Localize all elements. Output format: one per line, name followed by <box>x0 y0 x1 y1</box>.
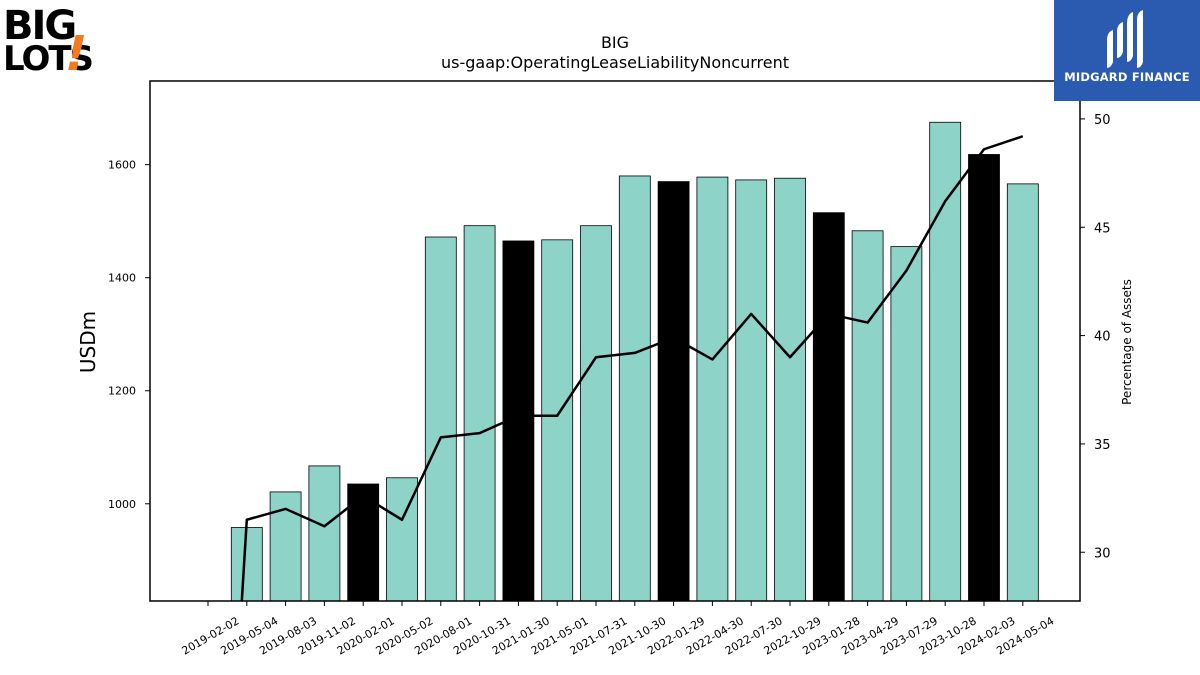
bar-series <box>230 121 1039 602</box>
bar-2023-04-29 <box>851 230 884 602</box>
y2-tick-label: 40 <box>1094 330 1111 345</box>
bar-2022-04-30 <box>696 176 729 602</box>
midgard-monogram-icon <box>1107 10 1143 68</box>
y-tick-label: 1600 <box>108 159 136 172</box>
bar-2023-07-29 <box>890 246 923 602</box>
line-series <box>240 135 1024 602</box>
y-axis-label: USDm <box>76 311 100 373</box>
midgard-finance-logo: MIDGARD FINANCE <box>1054 0 1200 101</box>
midgard-finance-wordmark: MIDGARD FINANCE <box>1064 70 1190 84</box>
bar-2023-10-28 <box>929 121 962 602</box>
y2-axis-label: Percentage of Assets <box>1120 279 1134 405</box>
y2-axis-ticks: 30 35 40 45 50 <box>1080 113 1111 561</box>
x-axis-ticks: 2019-02-022019-05-042019-08-032019-11-02… <box>180 601 1056 658</box>
y2-tick-label: 50 <box>1094 113 1111 128</box>
big-lots-logo-line2: LOTS <box>3 39 92 74</box>
chart-title: BIG <box>601 33 629 52</box>
y2-tick-label: 45 <box>1094 221 1111 236</box>
bar-2024-05-04 <box>1006 183 1039 602</box>
y-tick-label: 1000 <box>108 498 136 511</box>
chart-subtitle: us-gaap:OperatingLeaseLiabilityNoncurren… <box>441 53 789 72</box>
bar-2021-05-01 <box>541 239 574 602</box>
bar-2022-10-29 <box>774 177 806 602</box>
big-lots-logo: BIG LOTS ! <box>2 2 102 82</box>
bar-2022-01-29 <box>657 181 690 602</box>
y-tick-label: 1400 <box>108 272 136 285</box>
bar-2019-11-02 <box>308 465 341 602</box>
y-tick-label: 1200 <box>108 385 136 398</box>
bar-2021-07-31 <box>580 225 612 602</box>
percentage-of-assets-line <box>240 135 1024 602</box>
bar-2020-08-01 <box>424 236 457 602</box>
y2-tick-label: 35 <box>1094 438 1111 453</box>
y2-tick-label: 30 <box>1094 546 1111 561</box>
bar-2022-07-30 <box>735 179 768 602</box>
bar-2024-02-03 <box>968 154 1000 602</box>
big-lots-logo-line1: BIG <box>3 3 75 49</box>
y-axis-ticks: 1000 1200 1400 1600 <box>108 159 150 511</box>
bar-2020-10-31 <box>463 225 496 602</box>
bar-2021-10-30 <box>618 175 651 602</box>
bar-2023-01-28 <box>812 212 845 602</box>
plot-frame <box>149 80 1081 602</box>
